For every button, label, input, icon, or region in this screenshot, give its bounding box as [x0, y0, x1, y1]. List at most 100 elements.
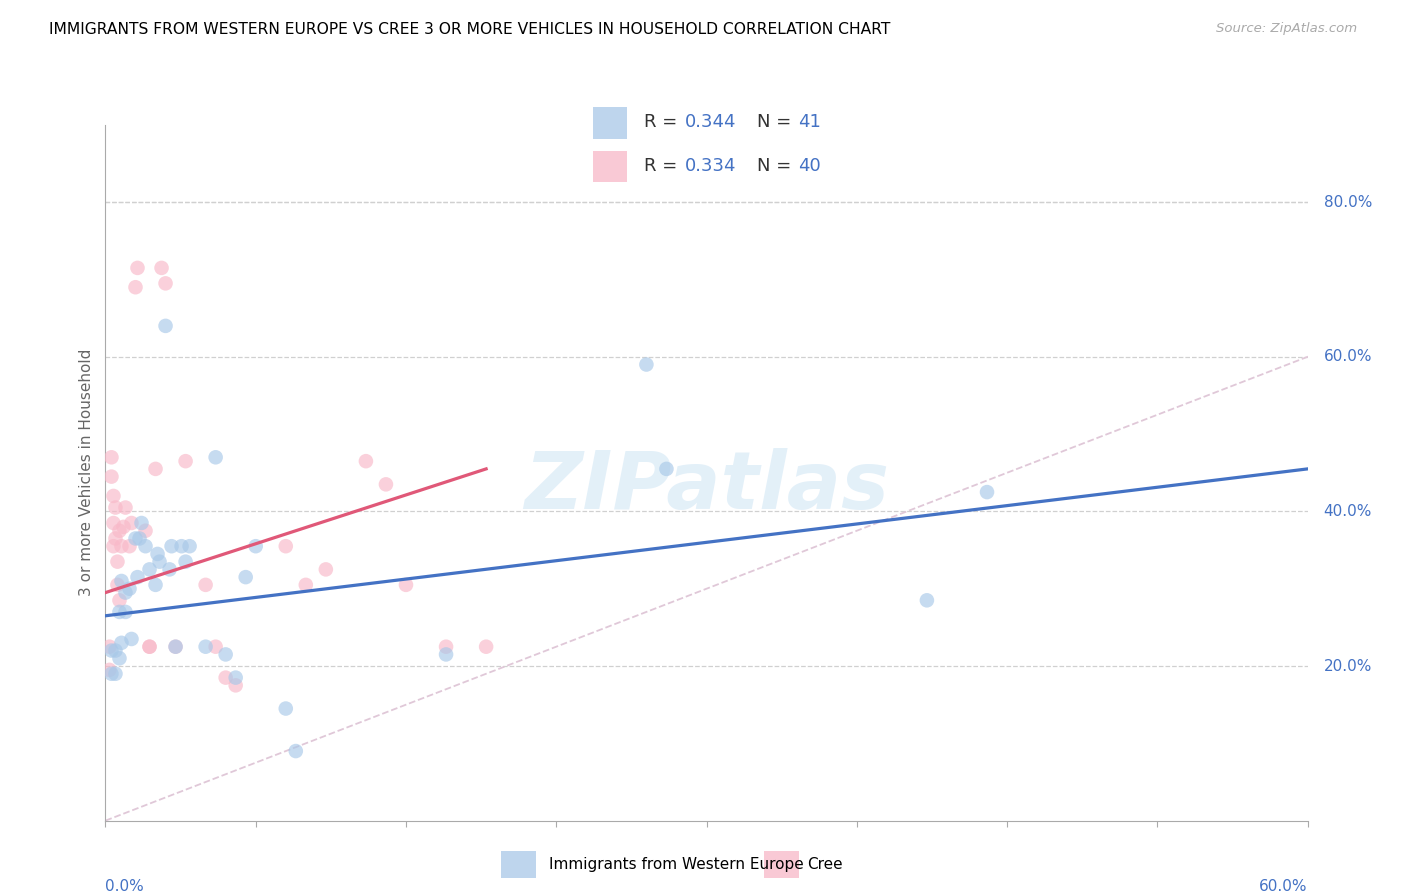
Point [138, 640, 160, 654]
Text: Immigrants from Western Europe: Immigrants from Western Europe [548, 857, 803, 871]
Point [155, 277, 177, 291]
Point [98, 663, 121, 677]
Text: 0.344: 0.344 [685, 113, 737, 131]
Point [915, 593, 938, 607]
Point [114, 500, 136, 515]
Point [434, 640, 457, 654]
Point [274, 701, 297, 715]
Point [194, 578, 217, 592]
Point [170, 539, 193, 553]
Text: 40: 40 [799, 157, 821, 175]
Point [110, 539, 132, 553]
Point [98, 640, 121, 654]
Text: 0.334: 0.334 [685, 157, 737, 175]
Point [165, 640, 187, 654]
Point [395, 578, 418, 592]
Text: 60.0%: 60.0% [1323, 350, 1372, 364]
Point [636, 358, 658, 372]
Point [107, 555, 129, 569]
Point [100, 666, 122, 681]
Point [225, 678, 247, 692]
Point [225, 671, 247, 685]
Point [214, 671, 236, 685]
Point [155, 318, 177, 333]
Point [124, 532, 146, 546]
Point [150, 260, 173, 275]
Point [976, 485, 998, 500]
Text: IMMIGRANTS FROM WESTERN EUROPE VS CREE 3 OR MORE VEHICLES IN HOUSEHOLD CORRELATI: IMMIGRANTS FROM WESTERN EUROPE VS CREE 3… [49, 22, 890, 37]
Bar [501, 851, 536, 878]
Point [128, 532, 150, 546]
Point [284, 744, 307, 758]
Text: 41: 41 [799, 113, 821, 131]
Text: N =: N = [758, 157, 797, 175]
Point [110, 574, 132, 588]
Point [204, 640, 226, 654]
Point [104, 532, 127, 546]
Bar [592, 151, 627, 183]
Point [112, 520, 135, 534]
Point [103, 539, 125, 553]
Point [148, 555, 170, 569]
Point [145, 578, 167, 592]
Point [245, 539, 267, 553]
Point [100, 450, 122, 465]
Point [274, 539, 297, 553]
Point [104, 643, 127, 657]
Point [138, 640, 160, 654]
Point [107, 578, 129, 592]
Point [434, 648, 457, 662]
Point [174, 555, 197, 569]
Point [108, 651, 131, 665]
Point [174, 454, 197, 468]
Text: R =: R = [644, 157, 683, 175]
Point [315, 562, 337, 576]
Point [108, 524, 131, 538]
Point [235, 570, 257, 584]
Text: 40.0%: 40.0% [1323, 504, 1372, 519]
Point [179, 539, 201, 553]
Text: 80.0%: 80.0% [1323, 194, 1372, 210]
Point [214, 648, 236, 662]
Text: Cree: Cree [807, 857, 842, 871]
Point [127, 570, 149, 584]
Point [374, 477, 398, 491]
Point [100, 469, 122, 483]
Point [146, 547, 169, 561]
Point [104, 500, 127, 515]
Point [135, 524, 157, 538]
Point [159, 562, 181, 576]
Point [104, 666, 127, 681]
Point [160, 539, 183, 553]
Point [110, 636, 132, 650]
Point [121, 516, 143, 530]
Point [135, 539, 157, 553]
Text: N =: N = [758, 113, 797, 131]
Point [131, 516, 153, 530]
Text: R =: R = [644, 113, 683, 131]
Point [295, 578, 318, 592]
Point [354, 454, 377, 468]
Text: 20.0%: 20.0% [1323, 658, 1372, 673]
Point [118, 539, 141, 553]
Point [138, 562, 160, 576]
Point [165, 640, 187, 654]
Text: 0.0%: 0.0% [105, 879, 145, 892]
Point [127, 260, 149, 275]
Point [121, 632, 143, 646]
Point [145, 462, 167, 476]
Point [114, 585, 136, 599]
Text: Source: ZipAtlas.com: Source: ZipAtlas.com [1216, 22, 1357, 36]
Point [114, 605, 136, 619]
Point [108, 605, 131, 619]
Bar [592, 108, 627, 139]
Text: 60.0%: 60.0% [1260, 879, 1308, 892]
Point [118, 582, 141, 596]
Point [108, 593, 131, 607]
Point [194, 640, 217, 654]
Point [204, 450, 226, 465]
Point [475, 640, 498, 654]
Point [103, 489, 125, 503]
Text: ZIPatlas: ZIPatlas [524, 448, 889, 525]
Point [100, 643, 122, 657]
